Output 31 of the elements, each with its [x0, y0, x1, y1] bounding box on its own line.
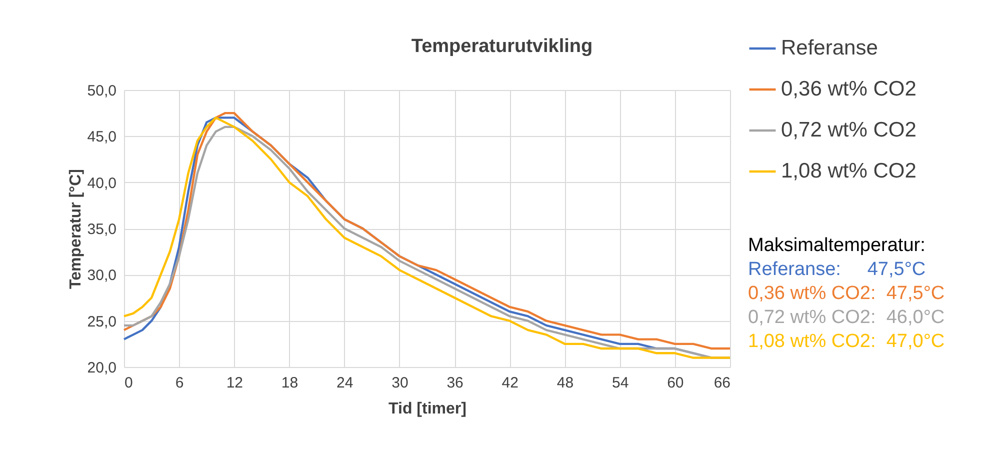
y-tick-label: 35,0 [87, 221, 116, 238]
text: 0,72 wt% CO2: 46,0°C [748, 306, 945, 330]
chart-title: Temperaturutvikling [410, 36, 594, 58]
y-tick-label: 25,0 [87, 313, 116, 330]
x-tick-label: 0 [124, 374, 133, 392]
y-tick-label: 40,0 [87, 174, 116, 192]
y-axis-title: Temperatur [°C] [67, 169, 84, 289]
x-tick-label: 24 [336, 374, 354, 392]
legend-label: 1,08 wt% CO2 [781, 160, 916, 182]
x-tick-label: 48 [556, 374, 574, 392]
x-axis-title: Tid [timer] [388, 400, 466, 418]
x-tick-label: 6 [175, 374, 184, 392]
y-tick-label: 30,0 [87, 267, 116, 284]
x-tick-label: 66 [714, 374, 730, 392]
y-tick-label: 45,0 [87, 128, 116, 146]
x-tick-label: 36 [446, 374, 464, 392]
y-tick-label: 50,0 [87, 82, 116, 100]
text: Maksimaltemperatur: [748, 234, 926, 258]
x-tick-label: 18 [281, 374, 298, 392]
x-tick-label: 54 [612, 374, 629, 392]
y-tick-label: 20,0 [87, 360, 116, 376]
legend-label: Referanse [781, 36, 878, 60]
text: 1,08 wt% CO2: 47,0°C [748, 330, 945, 354]
x-tick-label: 42 [502, 374, 518, 392]
text: 0,36 wt% CO2: 47,5°C [748, 282, 945, 306]
legend-label: 0,72 wt% CO2 [781, 118, 916, 142]
x-tick-label: 12 [226, 374, 244, 392]
legend-label: 0,36 wt% CO2 [781, 78, 916, 100]
text: Referanse: 47,5°C [748, 258, 927, 282]
x-tick-label: 30 [392, 374, 408, 392]
x-tick-label: 60 [667, 374, 684, 392]
